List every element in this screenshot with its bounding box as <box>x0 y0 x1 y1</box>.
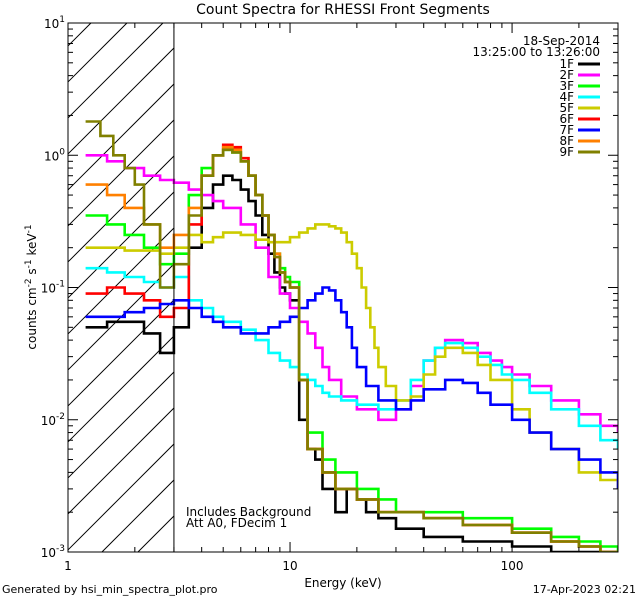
x-tick-label: 100 <box>501 559 524 573</box>
x-axis-label: Energy (keV) <box>304 576 381 590</box>
y-tick-label: 10-1 <box>41 280 65 296</box>
series-3F <box>85 148 618 552</box>
series-1F <box>85 174 618 552</box>
hatch-line <box>67 119 175 227</box>
y-tick-label: 10-3 <box>41 544 65 560</box>
hatch-line <box>67 47 175 155</box>
x-tick-label: 1 <box>64 559 72 573</box>
hatch-line <box>67 371 175 479</box>
legend-label-7F: 7F <box>559 123 574 137</box>
y-tick-label: 100 <box>44 147 65 163</box>
annotation-background: Includes Background <box>186 505 311 519</box>
hatch-line <box>67 22 164 119</box>
y-tick-label: 101 <box>44 15 65 31</box>
legend-label-8F: 8F <box>559 134 574 148</box>
x-tick-label: 10 <box>282 559 297 573</box>
hatch-line <box>137 515 175 553</box>
annotation-attenuator: Att A0, FDecim 1 <box>186 516 287 530</box>
hatched-region <box>67 22 175 553</box>
series-8F <box>85 145 618 552</box>
legend-label-2F: 2F <box>559 68 574 82</box>
series-9F <box>85 120 618 552</box>
y-tick-label: 10-2 <box>41 412 65 428</box>
series-7F <box>85 286 618 489</box>
legend-label-4F: 4F <box>559 90 574 104</box>
y-axis-label: counts cm-2 s-1 keV-1 <box>24 224 39 349</box>
legend-label-6F: 6F <box>559 112 574 126</box>
timestamp-label: 17-Apr-2023 02:21 <box>532 583 636 596</box>
hatch-line <box>101 479 175 553</box>
hatch-line <box>67 155 175 263</box>
hatch-line <box>67 335 175 443</box>
date-label: 18-Sep-2014 <box>523 34 600 48</box>
axis-ticks <box>67 22 619 553</box>
chart-title: Count Spectra for RHESSI Front Segments <box>196 2 490 18</box>
series-4F <box>85 266 618 450</box>
hatch-line <box>67 443 175 551</box>
legend-label-9F: 9F <box>559 145 574 159</box>
series-5F <box>85 223 618 489</box>
hatch-line <box>67 22 128 83</box>
hatch-line <box>67 191 175 299</box>
x-tick-labels: 1 10 100 <box>64 559 523 573</box>
series-2F <box>85 154 618 433</box>
legend-label-1F: 1F <box>559 57 574 71</box>
series-lines <box>85 120 618 552</box>
hatch-line <box>67 407 175 515</box>
generated-by-label: Generated by hsi_min_spectra_plot.pro <box>2 583 218 596</box>
hatch-line <box>67 299 175 407</box>
legend-label-5F: 5F <box>559 101 574 115</box>
legend-label-3F: 3F <box>559 79 574 93</box>
y-tick-labels: 10-3 10-2 10-1 100 101 <box>41 15 66 560</box>
hatch-line <box>67 83 175 191</box>
time-range-label: 13:25:00 to 13:26:00 <box>473 45 600 59</box>
hatch-line <box>67 22 92 47</box>
